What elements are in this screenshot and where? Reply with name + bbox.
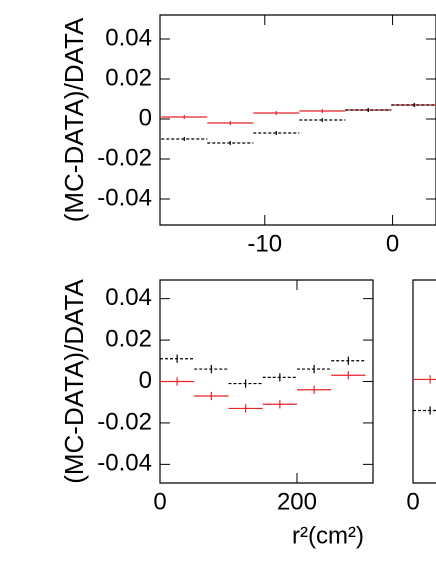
y-tick-label: 0 [139,104,152,131]
frame [159,14,436,226]
data-point [207,141,254,145]
x-tick-label: 200 [277,488,317,515]
data-point [331,371,366,380]
y-tick-label: 0.02 [105,325,152,352]
y-tick-label: 0.04 [105,24,152,51]
data-point [299,109,346,113]
y-tick-label: -0.04 [97,450,152,477]
data-point [345,108,392,112]
data-point [296,385,332,394]
data-point [160,377,195,386]
data-point [262,400,297,409]
data-point [253,111,300,115]
y-axis-label: (MC-DATA)/DATA [59,279,89,484]
data-point [160,354,195,363]
x-tick-label: 0 [406,488,419,515]
y-tick-label: -0.02 [97,408,152,435]
data-point [253,131,300,135]
data-point [299,118,346,122]
y-axis-label: (MC-DATA)/DATA [59,17,89,222]
y-tick-label: -0.04 [97,184,152,211]
y-tick-label: 0 [139,367,152,394]
x-tick-label: -10 [247,230,282,257]
y-tick-label: -0.02 [97,144,152,171]
data-point [161,137,208,141]
data-point [228,379,263,388]
x-tick-label: 0 [386,230,399,257]
data-point [331,356,366,365]
data-point [228,404,263,413]
y-tick-label: 0.04 [105,284,152,311]
data-point [194,391,229,401]
data-point [413,406,436,415]
frame [412,279,436,484]
x-axis-label: r²(cm²) [292,522,364,549]
data-point [391,103,436,107]
data-point [207,121,254,125]
x-tick-label: 0 [153,488,166,515]
data-point [413,375,436,384]
data-point [194,364,229,374]
data-point [296,364,332,374]
y-tick-label: 0.02 [105,64,152,91]
data-point [262,373,297,382]
data-point [161,115,208,119]
